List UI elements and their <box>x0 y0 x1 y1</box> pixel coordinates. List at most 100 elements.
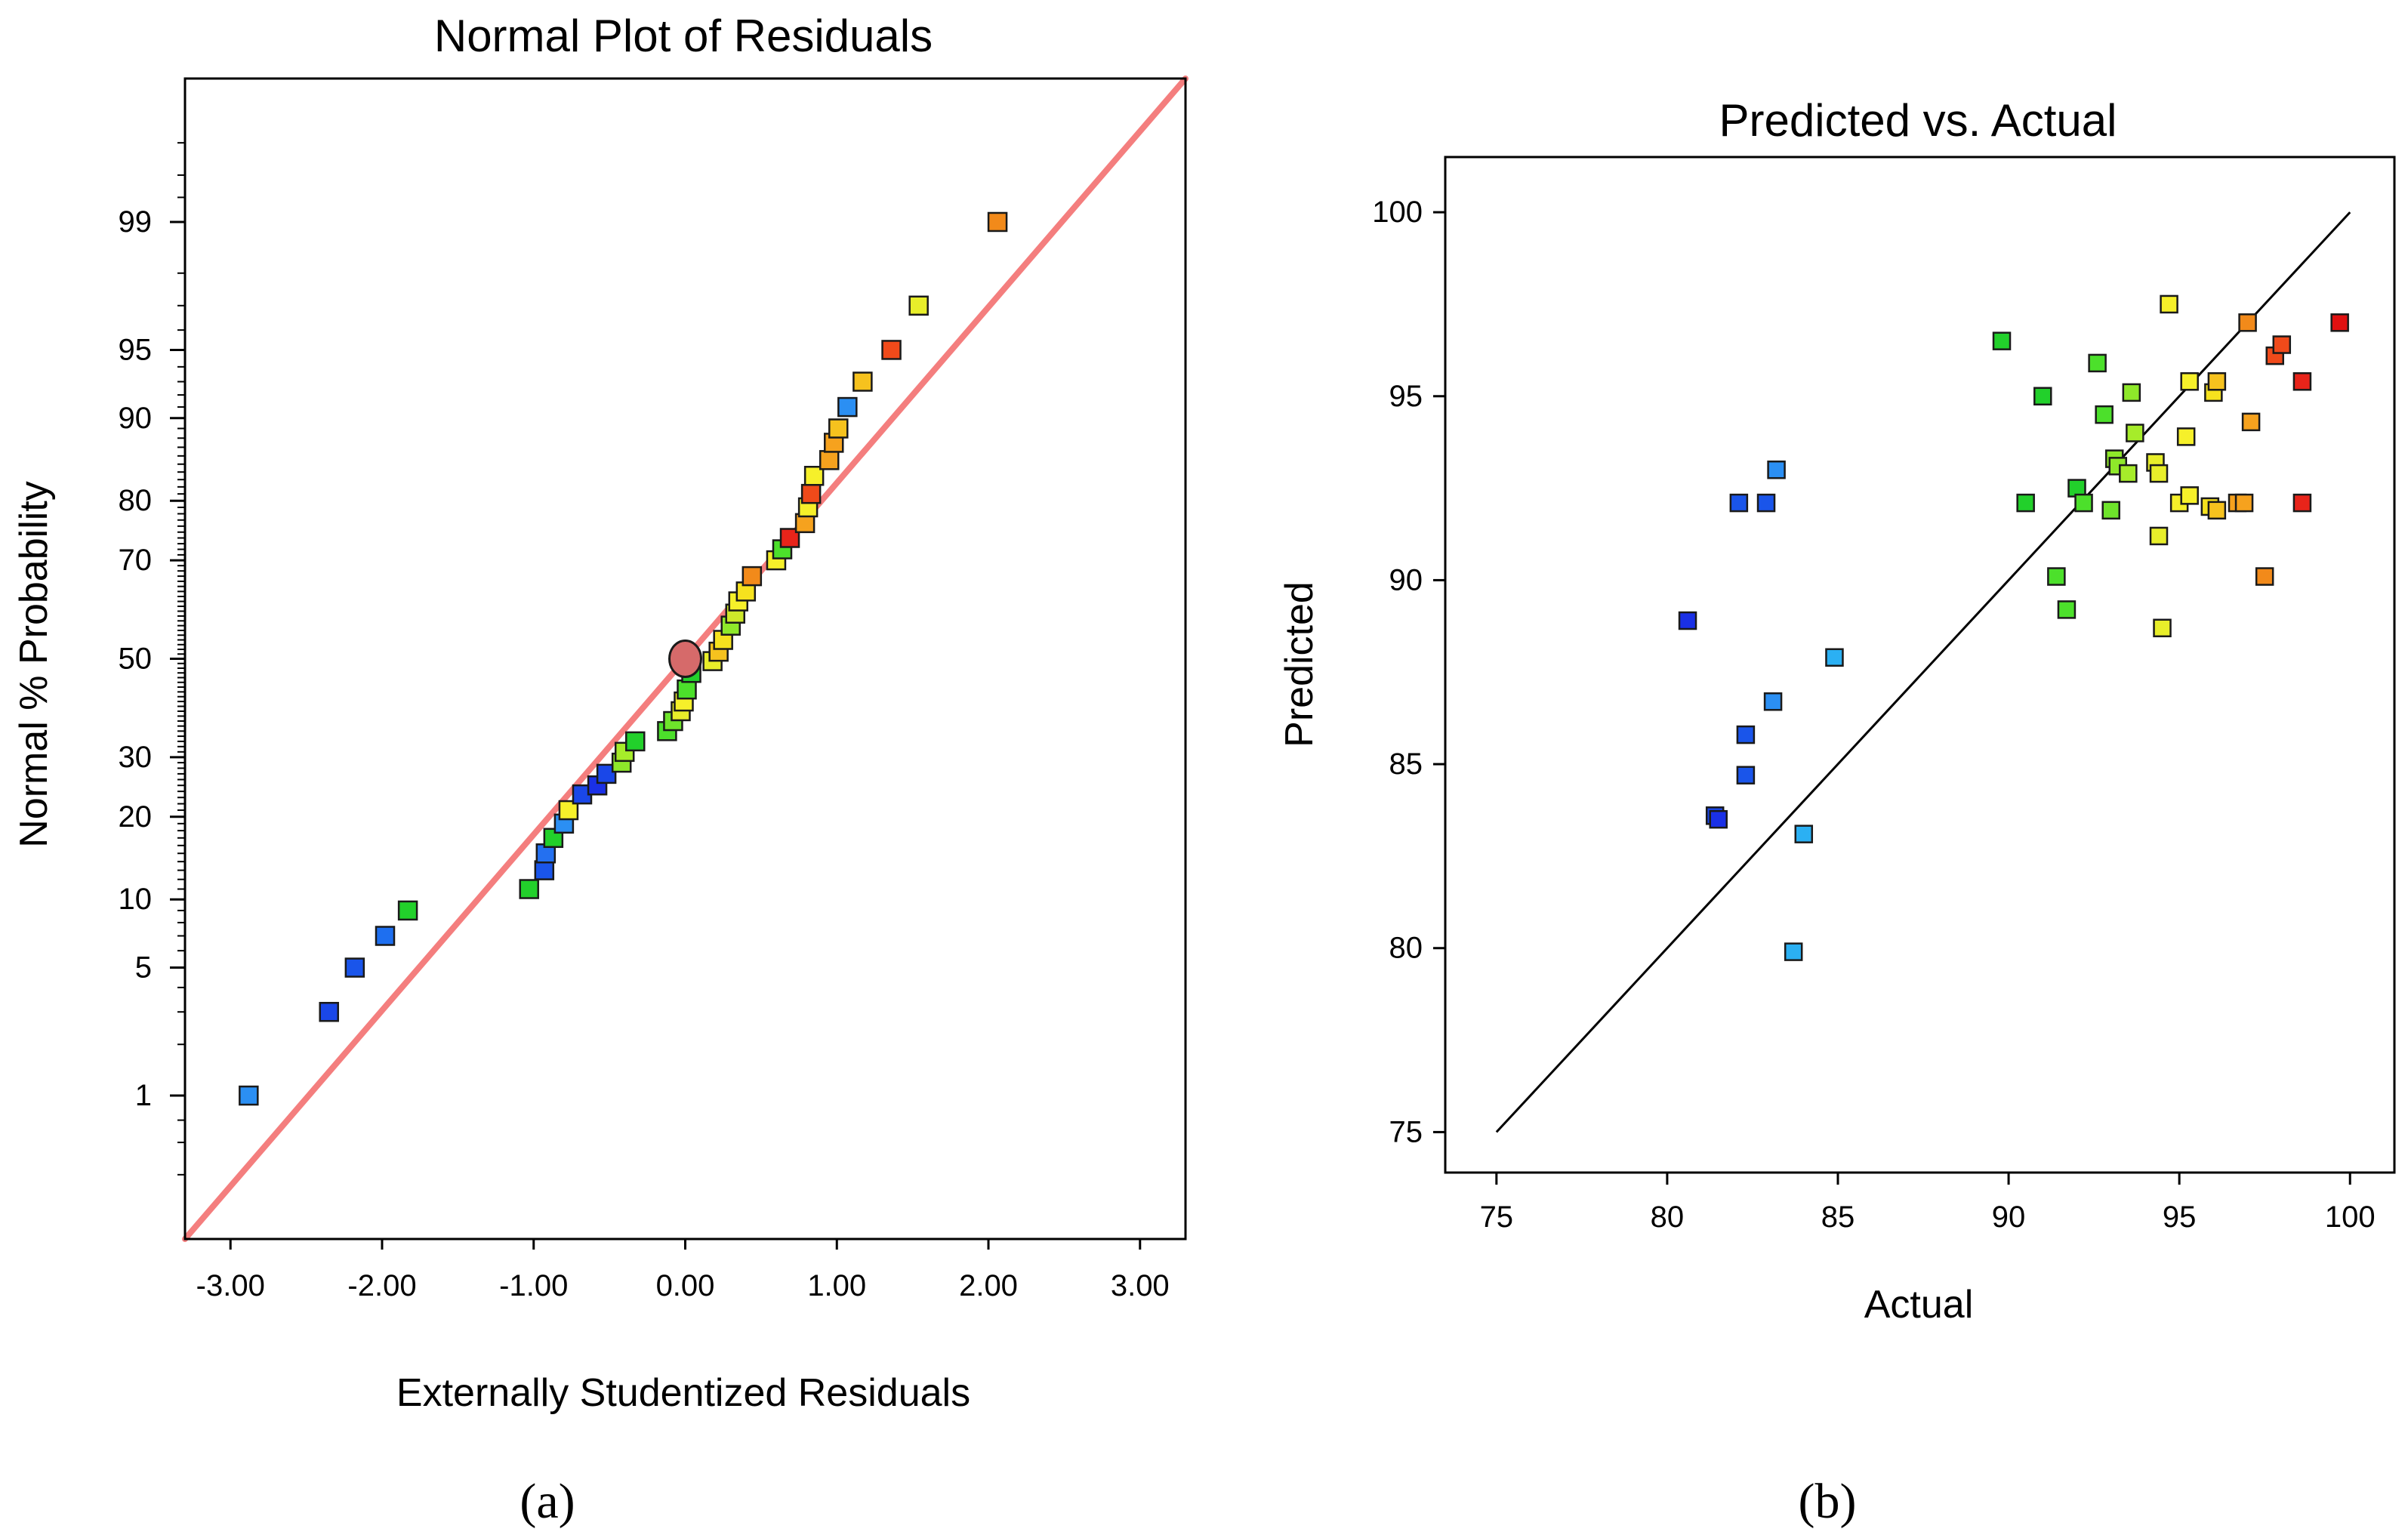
chart-a-point <box>614 741 635 763</box>
chart-a-y-tick-label: 99 <box>119 205 153 239</box>
chart-a-x-tick-label: 2.00 <box>959 1269 1018 1302</box>
chart-b-point <box>1825 648 1844 667</box>
chart-b-point <box>2016 493 2035 513</box>
chart-b-point <box>2207 372 2227 391</box>
chart-a-point <box>819 450 840 470</box>
chart-b-point <box>1794 824 1814 843</box>
chart-a-title: Normal Plot of Residuals <box>434 11 933 61</box>
chart-a-point <box>319 1001 339 1022</box>
chart-a-point <box>837 396 858 418</box>
chart-b-x-tick-label: 75 <box>1480 1201 1514 1234</box>
chart-b-point <box>2126 424 2144 442</box>
chart-a-y-tick-label: 20 <box>119 800 153 834</box>
chart-a-x-tick-label: 0.00 <box>656 1269 715 1302</box>
chart-a-point <box>375 926 396 946</box>
chart-b-point <box>2160 294 2178 314</box>
chart-a-ticks: -3.00 -2.00 -1.00 0.00 1.00 2.00 3.00 1 5 10 20 30 5… <box>119 142 1170 1302</box>
chart-a-y-tick-label: 10 <box>119 883 153 916</box>
chart-a-point <box>534 860 555 880</box>
chart-a-point <box>344 957 365 978</box>
chart-b-point <box>1736 766 1756 784</box>
chart-b-point <box>2330 313 2349 332</box>
chart-b-point <box>2180 372 2199 391</box>
chart-a-plot-frame <box>183 77 1187 1241</box>
chart-a-center-marker <box>668 640 702 678</box>
chart-a-point <box>987 211 1008 233</box>
chart-b-point <box>1784 942 1803 961</box>
chart-b-point <box>1767 460 1786 479</box>
chart-b-point <box>1763 692 1783 711</box>
chart-a-point <box>853 371 873 392</box>
chart-b-x-tick-label: 85 <box>1821 1201 1855 1234</box>
chart-b-point <box>1736 725 1756 744</box>
chart-b-point <box>1729 493 1749 513</box>
panel-label-b: (b) <box>1799 1474 1857 1529</box>
chart-a-x-tick-label: -1.00 <box>499 1269 568 1302</box>
chart-b-point <box>2153 618 2172 638</box>
chart-b-point <box>1678 611 1697 630</box>
chart-a-point <box>908 295 929 316</box>
chart-a-y-tick-label: 1 <box>135 1079 152 1112</box>
chart-b-y-tick-label: 75 <box>1389 1115 1423 1148</box>
chart-b-point <box>2095 405 2114 424</box>
chart-a-ylabel: Normal % Probability <box>12 481 56 848</box>
chart-b-ticks: 75 80 85 90 95 100 75 80 85 90 95 100 <box>1372 196 2375 1234</box>
chart-b-x-tick-label: 95 <box>2163 1201 2197 1234</box>
chart-b-y-tick-label: 85 <box>1389 747 1423 781</box>
chart-a-y-tick-label: 30 <box>119 741 153 774</box>
chart-a-point <box>881 340 902 360</box>
chart-b-y-tick-label: 90 <box>1389 563 1423 596</box>
chart-a-y-tick-label: 90 <box>119 402 153 435</box>
chart-b-point <box>2033 387 2052 406</box>
chart-a-point <box>239 1085 259 1106</box>
chart-b-x-tick-label: 80 <box>1651 1201 1685 1234</box>
chart-b-point <box>2074 493 2093 513</box>
chart-a-point <box>800 483 822 504</box>
chart-b-points <box>1678 294 2349 961</box>
chart-b-point <box>2292 372 2312 391</box>
chart-a-y-tick-label: 50 <box>119 643 153 676</box>
chart-a-x-tick-label: -3.00 <box>196 1269 265 1302</box>
chart-b-point <box>2238 313 2257 332</box>
chart-a-y-tick-label: 70 <box>119 544 153 577</box>
chart-b-point <box>2149 464 2169 483</box>
chart-b-point <box>2122 383 2141 402</box>
chart-b-point <box>2047 567 2066 586</box>
chart-a-point <box>519 879 539 899</box>
chart-b-point <box>2207 501 2227 520</box>
chart-b-x-tick-label: 90 <box>1992 1201 2026 1234</box>
chart-a-point <box>625 731 646 752</box>
chart-b-point <box>2176 427 2196 446</box>
chart-a-x-tick-label: -2.00 <box>347 1269 416 1302</box>
chart-a-points <box>239 211 1008 1106</box>
chart-b-point <box>1992 331 2012 350</box>
chart-b-point <box>2088 353 2107 373</box>
chart-b-point <box>2101 501 2120 520</box>
chart-b-point <box>2255 567 2274 586</box>
chart-a-point <box>742 566 763 587</box>
chart-a-xlabel: Externally Studentized Residuals <box>396 1371 970 1415</box>
chart-b-ylabel: Predicted <box>1278 581 1321 747</box>
chart-b-title: Predicted vs. Actual <box>1719 95 2117 146</box>
chart-b-point <box>2241 412 2261 432</box>
chart-a-y-tick-label: 80 <box>119 484 153 517</box>
chart-b-y-tick-label: 100 <box>1372 196 1423 229</box>
chart-b-point <box>2149 526 2169 546</box>
chart-b-y-tick-label: 80 <box>1389 932 1423 965</box>
chart-b-x-tick-label: 100 <box>2325 1201 2376 1234</box>
normal-plot-chart: Normal Plot of Residuals -3.00 -2.00 -1.00… <box>12 11 1189 1415</box>
chart-b-point <box>2057 600 2077 619</box>
chart-b-point <box>2292 493 2312 513</box>
chart-b-point <box>2119 464 2138 483</box>
chart-a-point <box>677 679 697 700</box>
chart-b-point <box>2272 335 2292 354</box>
chart-a-x-tick-label: 1.00 <box>807 1269 866 1302</box>
chart-a-y-tick-label: 5 <box>135 951 152 985</box>
chart-b-point <box>2180 486 2199 505</box>
chart-a-x-tick-label: 3.00 <box>1111 1269 1170 1302</box>
chart-b-xlabel: Actual <box>1864 1283 1974 1327</box>
chart-b-reference-line <box>1495 211 2351 1133</box>
chart-b-point <box>1709 809 1728 829</box>
chart-b-point <box>2234 493 2254 513</box>
